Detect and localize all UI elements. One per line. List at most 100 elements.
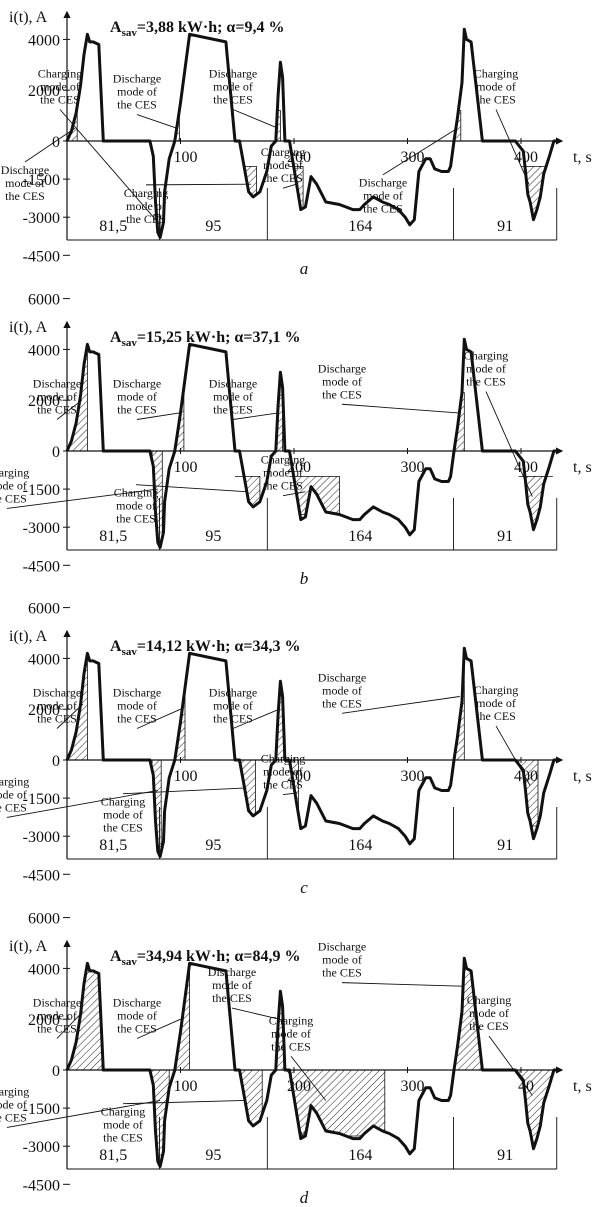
annotation-leader (56, 399, 83, 420)
segment-duration-label: 81,5 (99, 1147, 127, 1164)
annotation-leader (282, 183, 297, 189)
annotation-label: Discharge mode of the CES (208, 965, 256, 1005)
annotation-label: Discharge mode of the CES (113, 686, 161, 726)
y-tick-label: 2000 (28, 702, 60, 719)
annotation-leader (232, 708, 280, 729)
x-tick-label: 300 (401, 149, 425, 166)
y-tick-label: 6000 (28, 292, 60, 309)
annotation-label: Discharge mode of the CES (318, 361, 366, 401)
x-axis-label: t, s (573, 1078, 592, 1095)
annotation-leader (56, 703, 84, 729)
y-axis-label: i(t), A (9, 938, 48, 955)
annotation-label: Discharge mode of the CES (113, 996, 161, 1036)
y-tick-label: 6000 (28, 911, 60, 928)
annotation-leader (485, 391, 533, 497)
y-tick-label: -4500 (23, 558, 60, 575)
y-tick-label: -1500 (23, 791, 60, 808)
segment-duration-label: 164 (348, 218, 372, 235)
annotation-label: Discharge mode of the CES (33, 686, 81, 726)
annotation-leader (56, 1011, 84, 1039)
y-tick-label: -4500 (23, 867, 60, 884)
segment-duration-label: 81,5 (99, 528, 127, 545)
x-tick-label: 100 (174, 768, 198, 785)
y-tick-label: -3000 (23, 1139, 60, 1156)
segment-duration-label: 91 (497, 1147, 513, 1164)
chart-panel-c: 81,5 95 164 91 6000 4000 2000 0 -1500 -3000 -4500 1… (0, 601, 592, 897)
segment-duration-label: 91 (497, 528, 513, 545)
y-tick-label: -1500 (23, 172, 60, 189)
y-axis-label: i(t), A (9, 628, 48, 645)
annotation-leader (145, 183, 251, 186)
y-tick-label: -4500 (23, 1177, 60, 1194)
y-tick-label: 4000 (28, 961, 60, 978)
x-axis-label: t, s (573, 459, 592, 476)
annotation-leader (341, 696, 460, 714)
y-tick-label: 2000 (28, 393, 60, 410)
segment-duration-label: 91 (497, 218, 513, 235)
annotation-leader (59, 109, 161, 226)
y-tick-label: 4000 (28, 342, 60, 359)
y-tick-label: 0 (52, 134, 60, 151)
annotation-leader (136, 114, 178, 129)
annotation-leader (341, 982, 462, 987)
y-tick-label: 0 (52, 444, 60, 461)
y-tick-label: 2000 (28, 83, 60, 100)
annotation-leader (24, 127, 76, 163)
annotation-leader (282, 491, 306, 497)
current-series-line (65, 27, 557, 239)
annotation-label: Discharge mode of the CES (113, 72, 161, 112)
annotation-leader (282, 792, 298, 795)
x-tick-label: 300 (401, 768, 425, 785)
panel-label: b (300, 569, 309, 588)
x-tick-label: 300 (401, 459, 425, 476)
annotation-label: Discharge mode of the CES (113, 377, 161, 417)
annotation-leader (495, 109, 530, 185)
annotation-label: Discharge mode of the CES (209, 377, 257, 417)
annotation-leader (232, 109, 279, 129)
segment-duration-label: 81,5 (99, 218, 127, 235)
current-series-line (65, 646, 557, 858)
x-tick-label: 400 (514, 149, 538, 166)
annotation-label: Discharge mode of the CES (359, 176, 407, 216)
chart-panel-d: 81,5 95 164 91 6000 4000 2000 0 -1500 -3000 -4500 1… (0, 911, 592, 1207)
chart-title: Asav=14,12 kW·h; α=34,3 % (110, 638, 300, 658)
y-tick-label: -1500 (23, 482, 60, 499)
segment-duration-label: 81,5 (99, 837, 127, 854)
x-tick-label: 400 (514, 768, 538, 785)
annotation-leader (231, 1007, 280, 1020)
segment-duration-label: 91 (497, 837, 513, 854)
panel-label: d (300, 1188, 309, 1207)
annotation-leader (122, 1100, 246, 1105)
x-tick-label: 100 (174, 1078, 198, 1095)
annotation-label: Discharge mode of the CES (1, 163, 49, 203)
annotation-label: Discharge mode of the CES (209, 67, 257, 107)
annotation-label: Discharge mode of the CES (318, 940, 366, 980)
annotation-leader (488, 1035, 533, 1096)
panel-label: c (300, 878, 308, 897)
annotation-label: Discharge mode of the CES (33, 377, 81, 417)
annotation-leader (6, 1100, 161, 1128)
chart-panel-a: 81,595164916000400020000-1500-3000-45001… (1, 9, 592, 278)
annotation-leader (135, 484, 247, 493)
segment-duration-label: 164 (348, 837, 372, 854)
annotation-label: Discharge mode of the CES (33, 996, 81, 1036)
segment-duration-label: 95 (205, 528, 221, 545)
y-tick-label: -3000 (23, 210, 60, 227)
annotation-leader (136, 412, 180, 420)
annotation-leader (6, 790, 158, 818)
y-tick-label: -3000 (23, 520, 60, 537)
segment-duration-label: 95 (205, 837, 221, 854)
annotation-leader (122, 787, 247, 795)
annotation-leader (232, 412, 279, 420)
